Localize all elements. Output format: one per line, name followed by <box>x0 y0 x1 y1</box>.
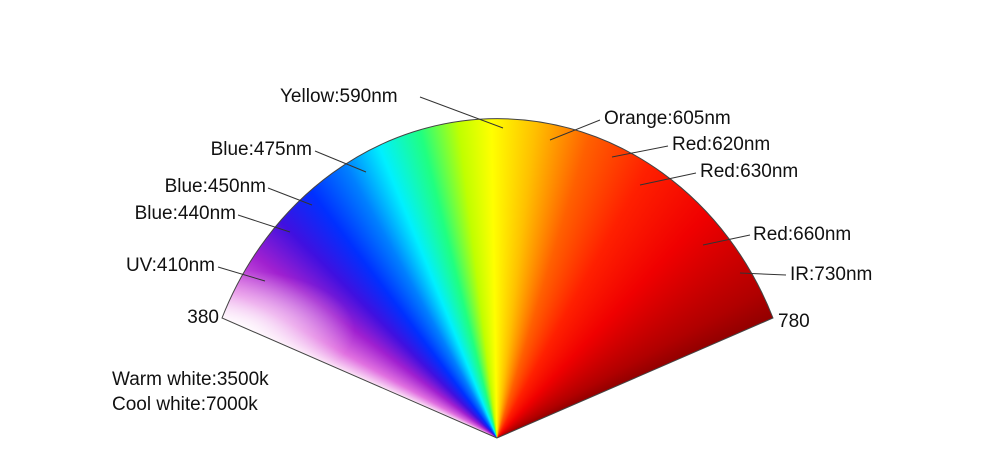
label: Blue:475nm <box>211 139 312 160</box>
note: Warm white:3500k <box>112 369 269 390</box>
label: Yellow:590nm <box>280 86 398 107</box>
leader <box>611 145 669 158</box>
label: Orange:605nm <box>604 108 731 129</box>
leader <box>739 272 787 276</box>
range-end: 780 <box>778 311 810 332</box>
label: UV:410nm <box>126 255 215 276</box>
fan-outline <box>221 118 774 439</box>
label: Red:620nm <box>672 134 770 155</box>
leader <box>314 150 367 173</box>
label: Blue:440nm <box>135 203 236 224</box>
leader <box>217 266 266 282</box>
label: Blue:450nm <box>165 176 266 197</box>
leader <box>267 187 313 206</box>
leader <box>237 214 291 233</box>
leader <box>419 96 504 129</box>
leader <box>639 172 697 186</box>
label: IR:730nm <box>790 264 872 285</box>
label: Red:630nm <box>700 161 798 182</box>
range-start: 380 <box>187 307 219 328</box>
label: Red:660nm <box>753 224 851 245</box>
note: Cool white:7000k <box>112 394 258 415</box>
leader <box>702 234 751 246</box>
leader <box>549 119 601 141</box>
